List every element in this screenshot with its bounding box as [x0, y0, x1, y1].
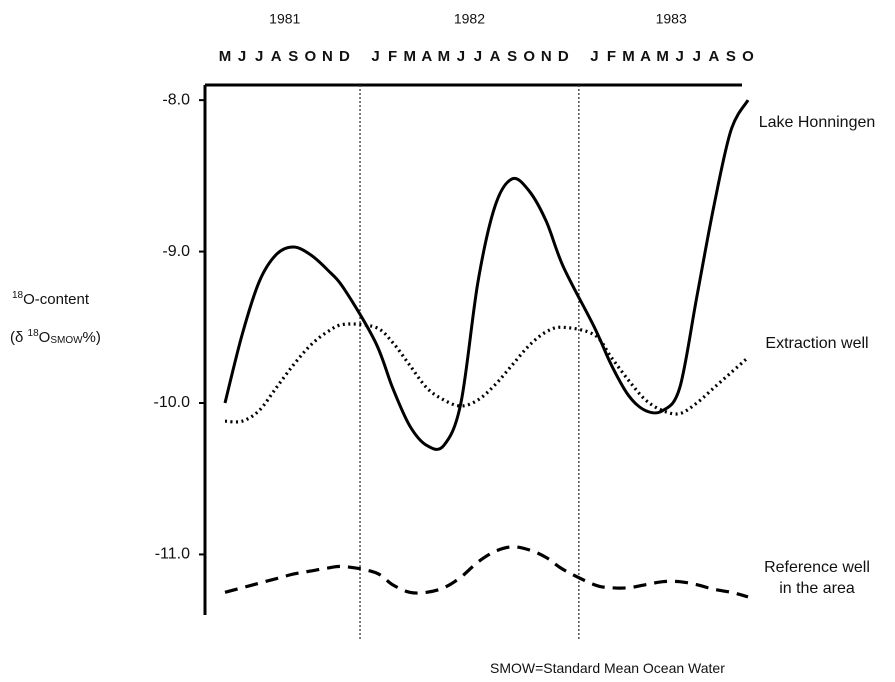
x-tick-label: M — [403, 48, 416, 65]
x-tick-label: J — [457, 48, 465, 65]
series-line — [224, 545, 749, 599]
x-tick-label: A — [490, 48, 501, 65]
x-tick-label: J — [676, 48, 684, 65]
x-tick-label: F — [388, 48, 397, 65]
y-axis-label-part: O — [39, 329, 51, 346]
y-axis-label-part: O-content — [23, 291, 90, 308]
y-axis-label-part: %) — [83, 329, 101, 346]
x-tick-label: J — [474, 48, 482, 65]
y-axis-label-part: (δ — [10, 329, 28, 346]
x-tick-label: J — [590, 48, 598, 65]
x-tick-label: N — [322, 48, 333, 65]
y-axis-label: 18O-content — [12, 290, 90, 308]
x-tick-label: A — [421, 48, 432, 65]
y-tick-label: -10.0 — [154, 394, 191, 411]
x-tick-label: A — [271, 48, 282, 65]
x-tick-label: M — [656, 48, 669, 65]
y-tick-label: -9.0 — [162, 243, 190, 260]
x-tick-label: F — [607, 48, 616, 65]
y-axis-label: (δ 18OSMOW%) — [10, 328, 101, 346]
y-tick-label: -8.0 — [162, 91, 190, 108]
x-tick-label: A — [640, 48, 651, 65]
y-axis-label-part: 18 — [12, 290, 24, 301]
x-tick-label: M — [438, 48, 451, 65]
year-label: 1982 — [454, 11, 485, 27]
x-tick-label: M — [219, 48, 232, 65]
x-tick-label: J — [693, 48, 701, 65]
x-tick-label: D — [558, 48, 569, 65]
x-tick-label: J — [371, 48, 379, 65]
y-tick-label: -11.0 — [155, 546, 190, 563]
x-tick-label: O — [742, 48, 754, 65]
x-tick-label: O — [305, 48, 317, 65]
footnote: SMOW=Standard Mean Ocean Water — [490, 660, 725, 676]
x-tick-label: M — [622, 48, 635, 65]
x-tick-label: D — [339, 48, 350, 65]
series-label: Lake Honningen — [758, 114, 876, 131]
x-tick-label: A — [708, 48, 719, 65]
x-tick-label: J — [238, 48, 246, 65]
series-label: Reference well in the area — [764, 559, 870, 597]
x-tick-label: N — [541, 48, 552, 65]
x-tick-label: J — [255, 48, 263, 65]
y-axis-label-part: 18 — [28, 328, 40, 339]
x-tick-label: S — [507, 48, 517, 65]
x-tick-label: S — [726, 48, 736, 65]
series-label: Extraction well — [765, 335, 869, 352]
x-tick-label: S — [288, 48, 298, 65]
y-axis-label-part: SMOW — [50, 335, 83, 346]
x-tick-label: O — [523, 48, 535, 65]
year-label: 1981 — [269, 11, 300, 27]
series-line — [223, 99, 750, 451]
year-label: 1983 — [656, 11, 687, 27]
